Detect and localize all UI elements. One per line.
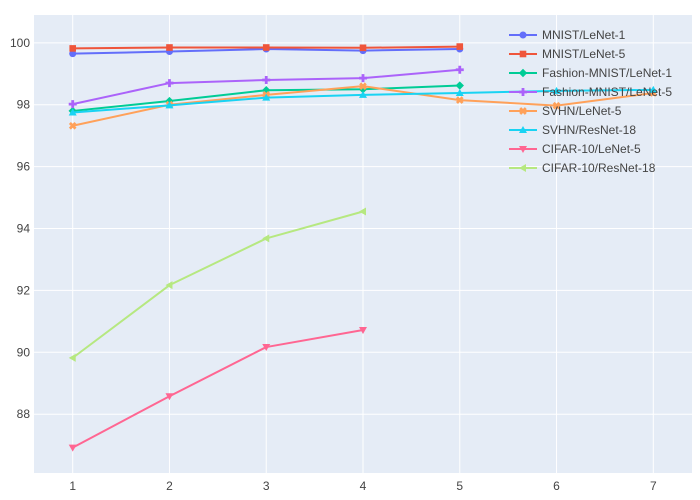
axis-ticks: 1 2 3 4 5 6 7 88 90 92 94 96 98 100 [10, 36, 657, 493]
data-point [359, 82, 367, 90]
data-point [68, 108, 77, 116]
x-tick-label: 2 [166, 479, 173, 493]
legend-label: MNIST/LeNet-5 [542, 47, 626, 61]
data-point [165, 393, 174, 401]
series-6 [68, 327, 367, 452]
data-point [552, 86, 561, 94]
data-point [455, 96, 464, 104]
legend-item[interactable]: Fashion-MNIST/LeNet-1 [509, 66, 672, 80]
y-tick-label: 88 [17, 407, 31, 421]
data-point [455, 65, 464, 74]
legend-item[interactable]: MNIST/LeNet-1 [509, 28, 626, 42]
legend-item[interactable]: SVHN/LeNet-5 [509, 104, 622, 118]
data-point [552, 101, 561, 110]
data-point [455, 81, 464, 90]
legend-marker [519, 107, 527, 115]
legend-marker [519, 146, 527, 153]
legend-label: Fashion-MNIST/LeNet-1 [542, 66, 672, 80]
legend-item[interactable]: SVHN/ResNet-18 [509, 123, 636, 137]
data-point [359, 74, 367, 83]
series-line [72, 329, 364, 449]
data-point [649, 85, 658, 93]
data-point [165, 79, 174, 88]
legend-item[interactable]: Fashion-MNIST/LeNet-5 [509, 85, 672, 99]
legend-item[interactable]: CIFAR-10/ResNet-18 [509, 161, 656, 175]
legend-marker [519, 50, 527, 58]
data-point [165, 101, 174, 109]
y-tick-label: 96 [17, 160, 31, 174]
data-point [359, 207, 366, 216]
legend-item[interactable]: MNIST/LeNet-5 [509, 47, 626, 61]
data-point [262, 75, 271, 84]
legend-item[interactable]: CIFAR-10/LeNet-5 [509, 142, 641, 156]
data-point [359, 327, 367, 335]
data-point [68, 121, 77, 130]
data-point [359, 44, 367, 52]
legend-label: SVHN/LeNet-5 [542, 104, 622, 118]
data-point [69, 50, 77, 58]
x-tick-label: 7 [650, 479, 657, 493]
data-point [262, 344, 271, 352]
data-point [69, 45, 77, 52]
legend-label: CIFAR-10/ResNet-18 [542, 161, 656, 175]
legend-marker [519, 126, 527, 133]
legend-label: MNIST/LeNet-1 [542, 28, 626, 42]
data-point [68, 100, 77, 109]
y-tick-label: 92 [17, 283, 31, 297]
x-tick-label: 5 [456, 479, 463, 493]
x-tick-label: 6 [553, 479, 560, 493]
data-point [359, 90, 367, 98]
data-point [455, 88, 464, 96]
data-point [68, 444, 77, 452]
series-7 [68, 207, 366, 362]
legend[interactable]: MNIST/LeNet-1 MNIST/LeNet-5 Fashion-MNIST/… [509, 28, 672, 175]
series-5 [68, 85, 658, 116]
y-tick-label: 100 [10, 36, 30, 50]
y-tick-label: 94 [17, 222, 31, 236]
data-point [262, 93, 271, 101]
legend-label: Fashion-MNIST/LeNet-5 [542, 85, 672, 99]
series-lines [68, 43, 658, 452]
series-3 [68, 65, 464, 109]
y-tick-label: 90 [17, 345, 31, 359]
data-point [456, 43, 464, 50]
data-point [68, 353, 76, 362]
data-point [262, 44, 270, 51]
data-point [166, 44, 173, 51]
data-point [165, 281, 173, 290]
series-line [72, 210, 364, 359]
legend-marker [518, 68, 528, 78]
legend-marker [519, 88, 527, 96]
data-point [262, 234, 270, 243]
legend-marker [519, 31, 527, 39]
data-point [358, 85, 368, 94]
legend-label: SVHN/ResNet-18 [542, 123, 636, 137]
x-tick-label: 4 [360, 479, 367, 493]
y-tick-label: 98 [17, 98, 31, 112]
legend-marker [519, 164, 526, 172]
x-tick-label: 3 [263, 479, 270, 493]
series-1 [69, 43, 464, 52]
x-tick-label: 1 [69, 479, 76, 493]
legend-label: CIFAR-10/LeNet-5 [542, 142, 641, 156]
